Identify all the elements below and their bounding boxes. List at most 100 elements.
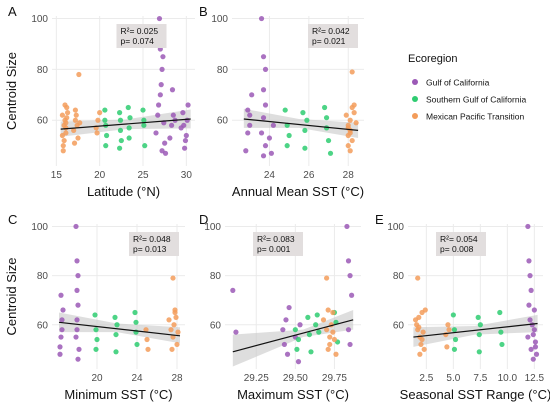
- data-point: [260, 115, 267, 121]
- data-point: [94, 130, 100, 136]
- data-point: [475, 314, 481, 320]
- stats-box-bg: [253, 232, 303, 256]
- data-point: [325, 137, 332, 144]
- data-point: [526, 258, 532, 264]
- data-point: [170, 275, 176, 281]
- data-point: [153, 130, 159, 136]
- x-tick-label: 5.0: [446, 373, 460, 384]
- series-gulf-of-california: [57, 223, 82, 362]
- data-point: [323, 115, 330, 121]
- data-point: [126, 135, 132, 141]
- panel-letter: B: [199, 4, 208, 19]
- data-point: [73, 223, 79, 230]
- data-point: [75, 135, 81, 141]
- data-point: [330, 329, 336, 335]
- data-point: [422, 307, 428, 313]
- data-point: [160, 54, 166, 60]
- regression-line: [243, 118, 359, 132]
- data-point: [262, 66, 269, 72]
- data-point: [527, 273, 533, 279]
- data-point: [302, 127, 308, 134]
- stats-box-bg: [436, 232, 486, 256]
- data-point: [308, 349, 314, 355]
- legend-label: Mexican Pacific Transition: [426, 112, 525, 122]
- data-point: [345, 143, 351, 149]
- data-point: [349, 292, 355, 298]
- data-point: [451, 327, 458, 333]
- data-point: [182, 145, 188, 151]
- data-point: [530, 356, 536, 362]
- data-point: [525, 334, 531, 340]
- data-point: [168, 327, 174, 333]
- data-point: [262, 102, 269, 108]
- data-point: [59, 112, 65, 118]
- data-point: [525, 223, 531, 230]
- data-point: [330, 309, 336, 316]
- panel-c: 60 80 100 20 24 28 Minimum SST (°C) Centroid Si…: [4, 212, 185, 402]
- panel-e: 60 80 100 2.5 5.0 7.5 10.0 12.5 Seasonal SST Ran…: [375, 212, 550, 402]
- data-point: [420, 329, 426, 335]
- data-point: [76, 71, 82, 78]
- x-tick-label: 15: [51, 170, 63, 181]
- data-point: [141, 122, 147, 128]
- data-point: [169, 346, 175, 352]
- panel-a: 60 80 100 15 20 25 30 Latitude (°N) Centroid Siz…: [4, 4, 195, 199]
- data-point: [140, 107, 146, 113]
- data-point: [94, 336, 100, 343]
- data-point: [113, 331, 119, 338]
- data-point: [294, 346, 300, 352]
- data-point: [499, 341, 505, 348]
- y-tick-label: 100: [211, 14, 228, 25]
- data-point: [64, 115, 70, 121]
- panel-b: 60 80 100 24 26 28 Annual Mean SST (°C) B R²= 0.…: [199, 4, 364, 199]
- data-point: [61, 137, 67, 144]
- data-point: [262, 143, 269, 149]
- x-tick-label: 29.75: [322, 373, 347, 384]
- y-tick-label: 100: [31, 14, 48, 25]
- data-point: [320, 317, 327, 323]
- data-point: [167, 135, 173, 141]
- data-point: [325, 307, 331, 313]
- data-point: [156, 102, 162, 108]
- r-squared-label: R²= 0.025: [121, 26, 159, 36]
- data-point: [347, 341, 353, 348]
- data-point: [268, 150, 275, 156]
- data-point: [333, 351, 339, 357]
- data-point: [74, 287, 80, 293]
- data-point: [260, 87, 267, 93]
- series-gulf-of-california: [243, 15, 276, 159]
- data-point: [302, 145, 308, 151]
- series-mexican-pacific-transition: [143, 275, 181, 352]
- data-point: [270, 122, 276, 128]
- series-southern-gulf-of-california: [102, 104, 148, 151]
- data-point: [295, 359, 302, 365]
- data-point: [249, 92, 255, 98]
- data-point: [157, 92, 163, 98]
- data-point: [57, 344, 63, 350]
- data-point: [117, 127, 124, 134]
- data-point: [144, 336, 150, 343]
- data-point: [95, 117, 101, 123]
- data-point: [347, 127, 353, 134]
- data-point: [531, 307, 537, 313]
- data-point: [316, 329, 322, 335]
- data-point: [284, 351, 291, 357]
- x-tick-label: 29.50: [283, 373, 308, 384]
- confidence-ribbon: [413, 314, 538, 347]
- regression-line: [58, 321, 181, 337]
- x-tick-label: 24: [131, 373, 143, 384]
- stats-box-bg: [129, 232, 179, 256]
- data-point: [324, 275, 330, 281]
- data-point: [476, 331, 482, 338]
- data-point: [75, 273, 81, 279]
- p-value-label: p= 0.008: [440, 244, 474, 254]
- data-point: [445, 322, 451, 328]
- data-point: [295, 336, 302, 343]
- y-tick-label: 60: [37, 116, 49, 127]
- data-point: [171, 322, 177, 328]
- data-point: [112, 314, 118, 320]
- data-point: [184, 117, 190, 123]
- legend: Ecoregion Gulf of California Southern Gulf…: [408, 53, 526, 122]
- data-point: [58, 292, 64, 298]
- data-point: [532, 344, 539, 350]
